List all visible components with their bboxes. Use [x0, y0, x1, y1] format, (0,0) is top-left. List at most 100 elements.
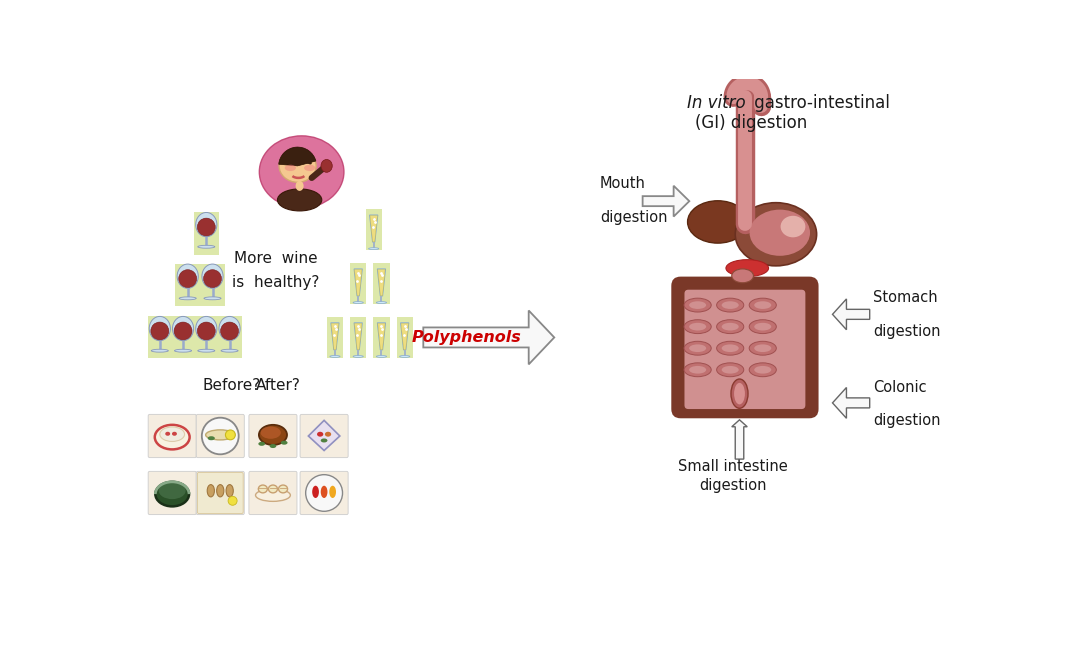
Ellipse shape — [207, 485, 215, 497]
FancyBboxPatch shape — [198, 472, 243, 514]
Ellipse shape — [750, 210, 810, 256]
Polygon shape — [377, 323, 386, 350]
Text: Small intestine: Small intestine — [678, 459, 788, 474]
Ellipse shape — [688, 201, 748, 243]
Ellipse shape — [329, 356, 340, 358]
Ellipse shape — [717, 341, 744, 355]
Polygon shape — [833, 388, 869, 419]
Polygon shape — [378, 323, 386, 350]
Ellipse shape — [198, 218, 215, 236]
Text: digestion: digestion — [873, 413, 941, 428]
Text: More  wine: More wine — [234, 251, 318, 266]
Ellipse shape — [198, 245, 215, 248]
Ellipse shape — [734, 383, 745, 405]
Ellipse shape — [172, 432, 177, 436]
Ellipse shape — [684, 298, 712, 312]
Circle shape — [226, 430, 235, 440]
Ellipse shape — [321, 438, 327, 443]
Ellipse shape — [258, 485, 268, 493]
FancyBboxPatch shape — [194, 213, 218, 255]
Ellipse shape — [159, 482, 186, 499]
Ellipse shape — [207, 436, 215, 440]
Ellipse shape — [205, 430, 234, 440]
Text: Before?: Before? — [203, 378, 261, 393]
FancyBboxPatch shape — [374, 263, 390, 304]
FancyBboxPatch shape — [171, 316, 195, 358]
FancyBboxPatch shape — [175, 264, 200, 306]
Ellipse shape — [726, 260, 769, 277]
Ellipse shape — [195, 316, 217, 340]
Ellipse shape — [689, 323, 706, 331]
Wedge shape — [279, 147, 315, 166]
FancyBboxPatch shape — [217, 316, 242, 358]
Ellipse shape — [279, 485, 287, 493]
Ellipse shape — [353, 302, 363, 304]
Polygon shape — [369, 215, 378, 242]
Ellipse shape — [754, 323, 771, 331]
Ellipse shape — [684, 363, 712, 377]
Ellipse shape — [198, 349, 215, 352]
FancyBboxPatch shape — [148, 316, 172, 358]
Ellipse shape — [202, 264, 224, 289]
FancyBboxPatch shape — [248, 415, 297, 458]
Ellipse shape — [221, 349, 238, 352]
Ellipse shape — [151, 322, 168, 340]
Ellipse shape — [154, 425, 190, 449]
FancyBboxPatch shape — [197, 472, 244, 514]
Text: Colonic: Colonic — [873, 380, 927, 395]
Ellipse shape — [177, 264, 199, 289]
Ellipse shape — [684, 341, 712, 355]
Ellipse shape — [684, 319, 712, 334]
Ellipse shape — [195, 213, 217, 237]
Ellipse shape — [204, 297, 221, 300]
Ellipse shape — [781, 216, 806, 237]
Polygon shape — [378, 270, 386, 296]
Ellipse shape — [179, 270, 197, 287]
Polygon shape — [401, 323, 409, 350]
FancyBboxPatch shape — [148, 472, 197, 514]
FancyBboxPatch shape — [366, 209, 382, 250]
Text: Mouth: Mouth — [600, 176, 646, 191]
Ellipse shape — [318, 432, 323, 437]
Text: gastro-intestinal: gastro-intestinal — [748, 94, 890, 112]
Ellipse shape — [721, 366, 739, 374]
Ellipse shape — [689, 344, 706, 352]
Polygon shape — [354, 323, 362, 350]
Ellipse shape — [226, 485, 233, 497]
Text: Polyphenols: Polyphenols — [411, 330, 522, 345]
Ellipse shape — [717, 298, 744, 312]
Ellipse shape — [321, 485, 327, 498]
FancyBboxPatch shape — [197, 415, 244, 458]
Polygon shape — [643, 186, 689, 216]
Ellipse shape — [750, 319, 777, 334]
Circle shape — [306, 475, 342, 511]
Ellipse shape — [721, 323, 739, 331]
Ellipse shape — [353, 356, 363, 358]
FancyBboxPatch shape — [374, 317, 390, 358]
FancyBboxPatch shape — [200, 264, 225, 306]
Ellipse shape — [173, 316, 193, 340]
FancyBboxPatch shape — [300, 472, 348, 514]
Text: is  healthy?: is healthy? — [232, 274, 320, 289]
FancyBboxPatch shape — [327, 317, 343, 358]
Ellipse shape — [750, 363, 777, 377]
Ellipse shape — [151, 349, 168, 352]
Ellipse shape — [732, 269, 754, 283]
Ellipse shape — [717, 363, 744, 377]
Ellipse shape — [400, 356, 409, 358]
Polygon shape — [309, 420, 340, 451]
Ellipse shape — [258, 441, 265, 446]
Text: digestion: digestion — [873, 323, 941, 338]
Ellipse shape — [175, 349, 191, 352]
Text: Stomach: Stomach — [873, 290, 937, 305]
Ellipse shape — [754, 301, 771, 309]
FancyBboxPatch shape — [148, 415, 197, 458]
Text: (GI) digestion: (GI) digestion — [696, 114, 807, 133]
FancyBboxPatch shape — [350, 317, 366, 358]
Ellipse shape — [174, 322, 192, 340]
Ellipse shape — [754, 366, 771, 374]
Text: digestion: digestion — [600, 211, 667, 226]
Polygon shape — [377, 269, 386, 296]
Ellipse shape — [179, 297, 197, 300]
Ellipse shape — [754, 344, 771, 352]
